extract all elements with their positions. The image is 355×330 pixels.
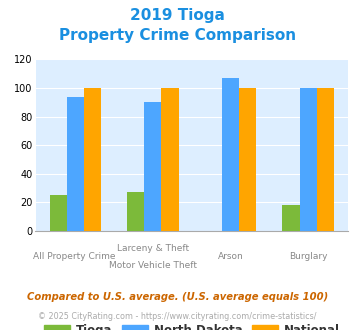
Bar: [84, 88, 101, 231]
Bar: [50, 195, 67, 231]
Text: Burglary: Burglary: [290, 252, 328, 261]
Bar: [162, 88, 179, 231]
Text: Arson: Arson: [218, 252, 244, 261]
Text: Larceny & Theft: Larceny & Theft: [116, 244, 189, 253]
Text: © 2025 CityRating.com - https://www.cityrating.com/crime-statistics/: © 2025 CityRating.com - https://www.city…: [38, 312, 317, 321]
Bar: [317, 88, 334, 231]
Text: Motor Vehicle Theft: Motor Vehicle Theft: [109, 261, 197, 270]
Bar: [127, 192, 144, 231]
Bar: [222, 78, 239, 231]
Bar: [239, 88, 256, 231]
Text: Compared to U.S. average. (U.S. average equals 100): Compared to U.S. average. (U.S. average …: [27, 292, 328, 302]
Text: All Property Crime: All Property Crime: [33, 252, 116, 261]
Bar: [144, 102, 162, 231]
Bar: [300, 88, 317, 231]
Legend: Tioga, North Dakota, National: Tioga, North Dakota, National: [39, 319, 344, 330]
Text: 2019 Tioga: 2019 Tioga: [130, 8, 225, 23]
Bar: [67, 97, 84, 231]
Text: Property Crime Comparison: Property Crime Comparison: [59, 28, 296, 43]
Bar: [283, 205, 300, 231]
